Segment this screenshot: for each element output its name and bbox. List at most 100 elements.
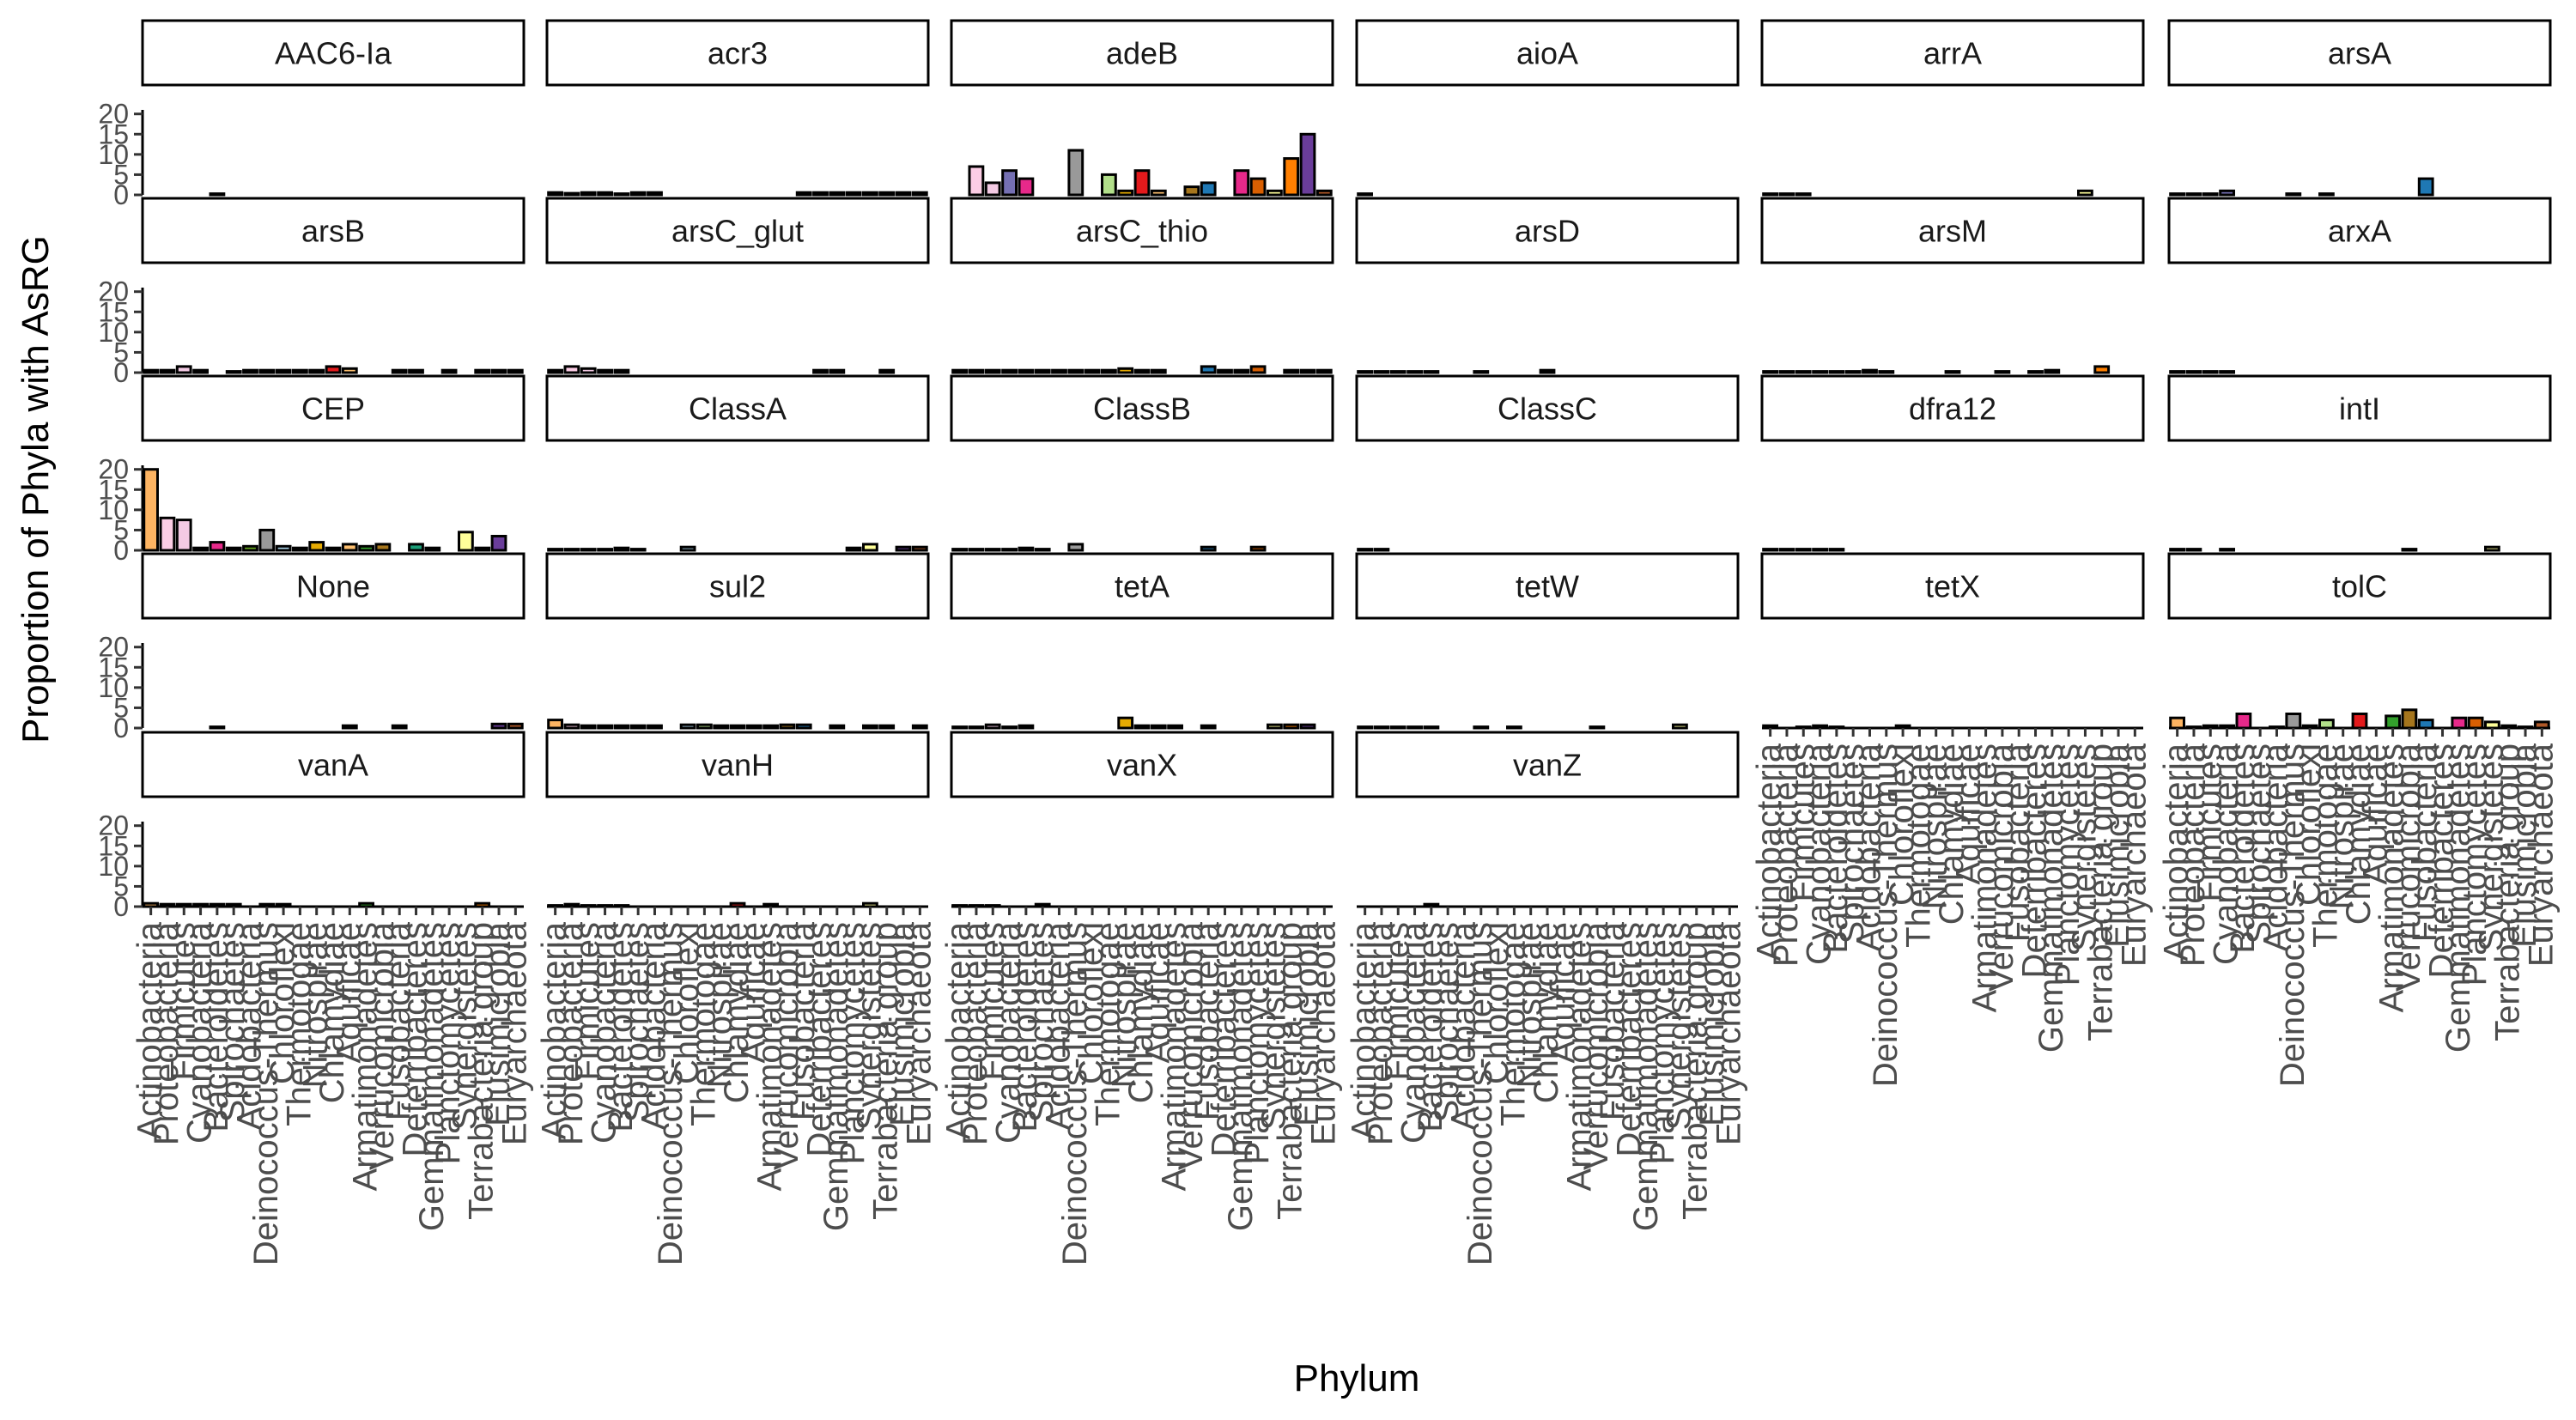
bar-acr3-gemmatimonadetes: [829, 191, 846, 197]
facet-title-vanz: vanZ: [1513, 748, 1582, 783]
bar-adeb-cyanobacteria: [1001, 169, 1018, 197]
bar-sul2-gemmatimonadetes: [829, 724, 846, 730]
bar-adeb-elusimicrobia: [1299, 132, 1316, 197]
bar-arsc-thio-proteobacteria: [968, 368, 985, 374]
facet-strip-arsc-thio: [950, 197, 1334, 264]
facet-strip-vanh: [545, 731, 930, 798]
bar-sul2-cyanobacteria: [597, 724, 614, 730]
y-tick-label: 0: [113, 357, 129, 388]
bar-cep-actinobacteria: [143, 468, 159, 552]
facet-adeb: adeB: [950, 19, 1334, 197]
y-tick-label: 20: [98, 454, 129, 485]
facet-title-adeb: adeB: [1106, 36, 1178, 71]
bar-classa-planctomycetes: [845, 546, 862, 552]
x-tick-label-cyanobacteria: Cyanobacteria: [1801, 743, 1838, 965]
x-tick-label-chlamydiae: Chlamydiae: [718, 922, 756, 1103]
facet-title-arsd: arsD: [1515, 214, 1580, 249]
x-tick-label-proteobacteria: Proteobacteria: [2174, 743, 2212, 967]
x-tick-label-chlamydiae: Chlamydiae: [1122, 922, 1160, 1103]
x-tick-label-spirochaetes: Spirochaetes: [1428, 922, 1466, 1122]
facet-title-arxa: arxA: [2328, 214, 2391, 249]
facet-title-arsa: arsA: [2328, 36, 2391, 71]
x-tick-label-gemmatimonadetes: Gemmatimonadetes: [413, 922, 451, 1231]
bar-arsc-thio-actinobacteria: [951, 368, 968, 374]
bar-classb-bacteroidetes: [1018, 546, 1035, 552]
x-tick-label-terrabacteria-group: Terrabacteria group: [2082, 743, 2120, 1041]
x-tick-label-firmicutes: Firmicutes: [568, 922, 606, 1080]
bar-classc-proteobacteria: [1373, 548, 1390, 552]
x-tick-label-cyanobacteria: Cyanobacteria: [1395, 921, 1433, 1144]
x-tick-label-aquificae: Aquificae: [330, 922, 368, 1064]
x-tick-label-synergistetes: Synergistetes: [850, 922, 888, 1130]
bar-acr3-proteobacteria: [563, 191, 580, 197]
bar-tetw-bacteroidetes: [1423, 725, 1440, 730]
facet-strip-tolc: [2167, 552, 2552, 620]
bar-adeb-terrabacteria-group: [1283, 157, 1300, 197]
bar-acr3-acidobacteria: [647, 191, 663, 197]
bar-teta-bacteroidetes: [1018, 724, 1035, 730]
bar-sul2-proteobacteria: [563, 723, 580, 730]
x-tick-label-spirochaetes: Spirochaetes: [1023, 922, 1060, 1122]
bar-arsc-thio-fusobacteria: [1200, 365, 1217, 374]
facet-strip-aioa: [1355, 19, 1740, 87]
facet-title-arsc-glut: arsC_glut: [671, 214, 804, 249]
facet-inti: intI: [2167, 374, 2552, 552]
bar-arsb-chloroflexi: [275, 368, 292, 374]
bar-sul2-verrucomicrobia: [779, 723, 796, 730]
x-tick-label-verrucomicrobia: Verrucomicrobia: [1172, 921, 1210, 1170]
bar-arsc-thio-deferribacteres: [1217, 368, 1233, 374]
facet-teta: tetA: [950, 552, 1334, 730]
x-tick-label-aquificae: Aquificae: [734, 922, 772, 1064]
bar-arsb-chlamydiae: [325, 365, 342, 374]
x-tick-label-thermotogae: Thermotogae: [1899, 743, 1937, 948]
bar-cep-proteobacteria: [159, 516, 176, 552]
bar-classb-proteobacteria: [968, 548, 985, 552]
y-tick-label: 0: [113, 713, 129, 743]
x-tick-label-fusobacteria: Fusobacteria: [1188, 921, 1226, 1120]
bar-cep-acidobacteria: [242, 544, 258, 552]
facet-strip-vanz: [1355, 731, 1740, 798]
x-tick-label-chloroflexi: Chloroflexi: [1883, 743, 1921, 906]
bar-arsb-deferribacteres: [408, 368, 424, 374]
bar-cep-chloroflexi: [275, 544, 292, 552]
bar-sul2-firmicutes: [580, 724, 597, 730]
x-tick-label-spirochaetes: Spirochaetes: [214, 922, 252, 1122]
x-tick-label-chloroflexi: Chloroflexi: [2290, 743, 2328, 906]
bar-arsc-glut-cyanobacteria: [597, 368, 614, 374]
bar-arsc-glut-firmicutes: [580, 367, 597, 374]
x-tick-label-spirochaetes: Spirochaetes: [1833, 743, 1871, 944]
bar-arsb-planctomycetes: [440, 368, 458, 374]
x-tick-label-proteobacteria: Proteobacteria: [148, 921, 185, 1145]
x-tick-label-euryarchaeota: Euryarchaeota: [900, 921, 938, 1145]
bar-classa-elusimicrobia: [895, 545, 912, 552]
bar-classb-actinobacteria: [951, 548, 968, 552]
x-tick-label-proteobacteria: Proteobacteria: [1767, 743, 1805, 967]
bar-classa-cyanobacteria: [597, 548, 614, 552]
bar-cep-verrucomicrobia: [374, 543, 392, 552]
bar-adeb-thermotogae: [1101, 173, 1117, 197]
x-tick-label-deinococcus-thermus: Deinococcus-Thermus: [247, 922, 285, 1265]
facet-strip-tetw: [1355, 552, 1740, 620]
y-tick-label: 10: [98, 139, 129, 170]
bar-tetw-cyanobacteria: [1406, 725, 1423, 730]
bar-sul2-armatimonadetes: [762, 724, 780, 730]
bar-sul2-chloroflexi: [679, 723, 696, 730]
x-tick-label-firmicutes: Firmicutes: [1378, 922, 1416, 1080]
bar-sul2-acidobacteria: [647, 724, 663, 730]
x-tick-label-synergistetes: Synergistetes: [446, 922, 483, 1130]
bar-cep-deinococcus-thermus: [258, 528, 276, 552]
bar-arsc-thio-planctomycetes: [1249, 365, 1267, 374]
x-tick-label-deferribacteres: Deferribacteres: [2016, 743, 2054, 978]
x-tick-label-armatimonadetes: Armatimonadetes: [1156, 922, 1194, 1191]
bar-sul2-actinobacteria: [547, 719, 564, 730]
x-tick-label-actinobacteria: Actinobacteria: [536, 921, 574, 1139]
bar-sul2-euryarchaeota: [911, 724, 928, 730]
bar-arsb-actinobacteria: [143, 368, 159, 374]
x-tick-label-euryarchaeota: Euryarchaeota: [1710, 921, 1747, 1145]
facet-acr3: acr3: [545, 19, 930, 197]
x-tick-label-proteobacteria: Proteobacteria: [957, 921, 994, 1145]
bar-acr3-elusimicrobia: [895, 191, 912, 197]
x-tick-label-terrabacteria-group: Terrabacteria group: [2489, 743, 2527, 1041]
bar-arsd-proteobacteria: [1373, 370, 1390, 374]
x-tick-label-chlamydiae: Chlamydiae: [1528, 922, 1565, 1103]
